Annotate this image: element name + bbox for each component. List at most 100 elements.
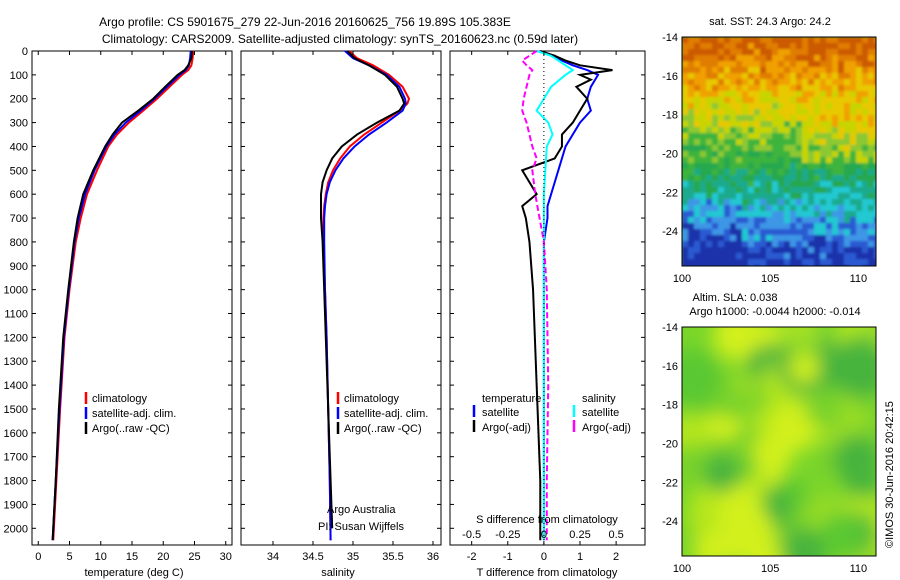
sst-cell — [808, 229, 815, 236]
sst-cell — [868, 211, 875, 218]
sst-cell — [748, 235, 755, 242]
sst-cell — [790, 151, 797, 158]
sst-cell — [682, 235, 689, 242]
sst-cell — [874, 115, 876, 122]
sst-cell — [694, 181, 701, 188]
sst-cell — [736, 253, 743, 260]
sst-cell — [706, 235, 713, 242]
sst-cell — [748, 151, 755, 158]
sst-cell — [862, 61, 869, 68]
sst-cell — [760, 139, 767, 146]
sst-cell — [832, 139, 839, 146]
sla-map-frame — [681, 326, 877, 557]
sst-cell — [766, 223, 773, 230]
sst-cell — [766, 97, 773, 104]
map-y-tick-label: -24 — [662, 516, 678, 528]
sst-cell — [772, 151, 779, 158]
sst-cell — [850, 85, 857, 92]
sst-cell — [838, 193, 845, 200]
sst-cell — [700, 115, 707, 122]
sst-cell — [688, 49, 695, 56]
sst-cell — [754, 193, 761, 200]
sst-cell — [796, 79, 803, 86]
sst-cell — [844, 199, 851, 206]
sst-cell — [790, 205, 797, 212]
temperature-xlabel: temperature (deg C) — [84, 567, 183, 579]
sst-cell — [772, 49, 779, 56]
sst-cell — [802, 199, 809, 206]
sst-cell — [838, 109, 845, 116]
map-y-tick-label: -16 — [662, 361, 678, 373]
sst-cell — [718, 259, 725, 266]
sst-cell — [724, 43, 731, 50]
sst-cell — [706, 127, 713, 134]
sst-cell — [868, 43, 875, 50]
sst-cell — [850, 151, 857, 158]
sst-cell — [730, 139, 737, 146]
sst-cell — [718, 49, 725, 56]
depth-tick-label: 1700 — [4, 452, 28, 464]
sst-cell — [868, 121, 875, 128]
sst-cell — [856, 247, 863, 254]
sst-cell — [730, 169, 737, 176]
legend-label-argo: Argo(..raw -QC) — [344, 423, 422, 435]
sst-cell — [868, 67, 875, 74]
sst-cell — [838, 49, 845, 56]
sst-cell — [862, 91, 869, 98]
map-y-tick-label: -20 — [662, 148, 678, 160]
sst-cell — [796, 61, 803, 68]
sst-cell — [784, 187, 791, 194]
sst-cell — [766, 157, 773, 164]
sst-cell — [766, 61, 773, 68]
sst-cell — [760, 259, 767, 266]
sst-cell — [808, 247, 815, 254]
sst-cell — [814, 49, 821, 56]
sst-cell — [700, 193, 707, 200]
sst-cell — [790, 223, 797, 230]
sst-cell — [820, 193, 827, 200]
sst-cell — [682, 181, 689, 188]
sst-cell — [862, 229, 869, 236]
sst-cell — [844, 103, 851, 110]
sst-cell — [838, 181, 845, 188]
sst-cell — [688, 187, 695, 194]
sst-cell — [730, 127, 737, 134]
sst-cell — [706, 193, 713, 200]
sla-map-title: Altim. SLA: 0.038 — [693, 292, 778, 304]
sst-cell — [784, 43, 791, 50]
sst-cell — [820, 121, 827, 128]
sst-cell — [784, 253, 791, 260]
sst-cell — [760, 79, 767, 86]
sst-cell — [736, 43, 743, 50]
sst-cell — [814, 103, 821, 110]
sst-cell — [796, 85, 803, 92]
sst-cell — [766, 205, 773, 212]
sst-cell — [868, 247, 875, 254]
sst-cell — [748, 169, 755, 176]
sst-cell — [772, 145, 779, 152]
sst-cell — [706, 199, 713, 206]
sst-cell — [772, 103, 779, 110]
sst-cell — [784, 97, 791, 104]
sst-cell — [754, 121, 761, 128]
sst-cell — [730, 55, 737, 62]
sst-cell — [790, 259, 797, 266]
sst-cell — [856, 103, 863, 110]
sst-cell — [688, 175, 695, 182]
sst-cell — [832, 55, 839, 62]
sst-cell — [724, 241, 731, 248]
sst-cell — [796, 187, 803, 194]
sst-cell — [790, 133, 797, 140]
sla-map — [682, 327, 876, 556]
sst-cell — [862, 169, 869, 176]
sst-cell — [844, 169, 851, 176]
sst-cell — [772, 253, 779, 260]
sst-cell — [850, 139, 857, 146]
sst-cell — [826, 235, 833, 242]
sst-cell — [862, 211, 869, 218]
sst-cell — [850, 193, 857, 200]
sst-cell — [742, 211, 749, 218]
sst-cell — [838, 157, 845, 164]
sst-cell — [724, 121, 731, 128]
sst-cell — [826, 181, 833, 188]
